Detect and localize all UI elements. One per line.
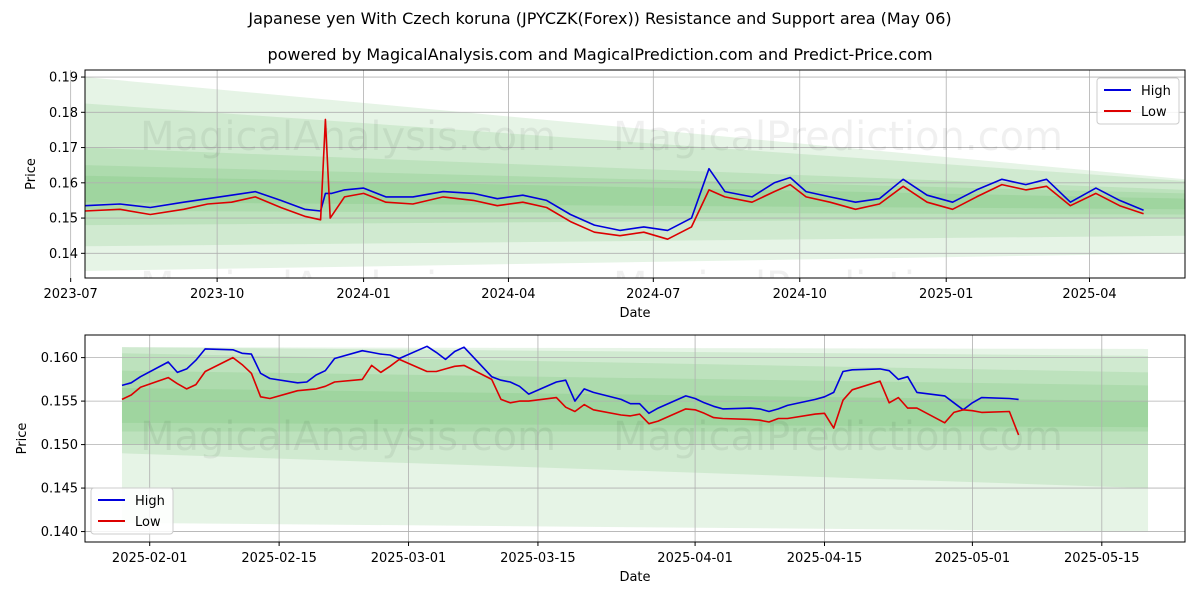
x-tick-label: 2025-04-01 — [657, 551, 733, 566]
gridlines — [70, 70, 1185, 278]
x-tick-label: 2023-07 — [44, 287, 98, 302]
watermark-text: MagicalAnalysis.com — [140, 264, 556, 310]
x-tick-label: 2025-05-15 — [1064, 551, 1140, 566]
band-3 — [121, 353, 1149, 445]
legend-label-high: High — [1141, 84, 1171, 99]
band-1 — [85, 77, 1185, 271]
chart-subtitle: powered by MagicalAnalysis.com and Magic… — [267, 45, 933, 64]
y-tick-label: 0.16 — [49, 176, 78, 191]
series-line-high — [121, 345, 1019, 415]
x-tick-label: 2023-10 — [190, 287, 244, 302]
x-tick-label: 2024-07 — [626, 287, 680, 302]
watermark-text: MagicalPrediction.com — [613, 114, 1063, 160]
x-tick-label: 2025-01 — [919, 287, 973, 302]
legend-label-low: Low — [135, 515, 161, 530]
watermark-text: MagicalPrediction.com — [613, 264, 1063, 310]
y-tick-label: 0.140 — [41, 525, 78, 540]
chart-panel-1: MagicalAnalysis.com MagicalPrediction.com… — [24, 69, 1186, 321]
watermark-text: MagicalAnalysis.com — [140, 564, 556, 600]
band-2 — [85, 103, 1185, 247]
y-axis: 0.140 0.145 0.150 0.155 0.160 Price — [15, 351, 85, 540]
series-lines — [121, 345, 1020, 436]
y-tick-label: 0.17 — [49, 141, 78, 156]
x-tick-label: 2025-04-15 — [787, 551, 863, 566]
series-line-low — [121, 356, 1020, 436]
support-resistance-bands — [121, 347, 1149, 532]
y-axis-label: Price — [24, 158, 39, 190]
support-resistance-bands — [85, 77, 1185, 271]
band-5 — [121, 388, 1149, 428]
watermark-text: MagicalPrediction.com — [613, 414, 1063, 460]
y-tick-label: 0.15 — [49, 212, 78, 227]
x-tick-label: 2024-01 — [336, 287, 390, 302]
y-tick-label: 0.145 — [41, 482, 78, 497]
x-axis-label: Date — [619, 570, 650, 585]
plot-frame — [84, 334, 1186, 543]
x-tick-label: 2025-05-01 — [935, 551, 1011, 566]
y-tick-label: 0.155 — [41, 395, 78, 410]
y-tick-label: 0.14 — [49, 247, 78, 262]
chart-panel-2: MagicalAnalysis.com MagicalPrediction.com… — [15, 334, 1186, 600]
x-tick-label: 2025-03-01 — [371, 551, 447, 566]
band-4 — [85, 165, 1185, 215]
band-1 — [121, 347, 1149, 532]
x-tick-label: 2024-10 — [773, 287, 827, 302]
plot-frame — [84, 69, 1186, 279]
x-tick-label: 2025-04 — [1062, 287, 1116, 302]
legend: High Low — [1096, 77, 1180, 125]
x-axis: 2025-02-01 2025-02-15 2025-03-01 2025-03-15… — [112, 542, 1140, 585]
watermark-text: MagicalAnalysis.com — [140, 414, 556, 460]
x-tick-label: 2025-02-15 — [241, 551, 317, 566]
y-tick-label: 0.19 — [49, 71, 78, 86]
x-axis-label: Date — [619, 306, 650, 321]
legend-label-high: High — [135, 494, 165, 509]
x-axis: 2023-07 2023-10 2024-01 2024-04 2024-07 2024-… — [44, 278, 1117, 321]
legend-label-low: Low — [1141, 105, 1167, 120]
y-axis-label: Price — [15, 423, 30, 455]
watermarks: MagicalAnalysis.com MagicalPrediction.com… — [140, 114, 1063, 310]
watermarks: MagicalAnalysis.com MagicalPrediction.com… — [140, 414, 1063, 600]
legend: High Low — [90, 487, 174, 535]
series-lines — [85, 118, 1144, 240]
band-3 — [85, 147, 1185, 226]
x-tick-label: 2025-02-01 — [112, 551, 188, 566]
band-2 — [121, 347, 1149, 489]
gridlines — [85, 335, 1185, 542]
y-axis: 0.14 0.15 0.16 0.17 0.18 0.19 Price — [24, 71, 85, 262]
series-line-high — [85, 167, 1144, 232]
x-tick-label: 2025-03-15 — [500, 551, 576, 566]
x-tick-label: 2024-04 — [481, 287, 535, 302]
watermark-text: MagicalPrediction.com — [613, 564, 1063, 600]
series-line-low — [85, 118, 1144, 240]
band-5 — [85, 175, 1185, 210]
watermark-text: MagicalAnalysis.com — [140, 114, 556, 160]
y-tick-label: 0.150 — [41, 438, 78, 453]
y-tick-label: 0.18 — [49, 106, 78, 121]
chart-title: Japanese yen With Czech koruna (JPYCZK(F… — [248, 9, 952, 28]
y-tick-label: 0.160 — [41, 351, 78, 366]
